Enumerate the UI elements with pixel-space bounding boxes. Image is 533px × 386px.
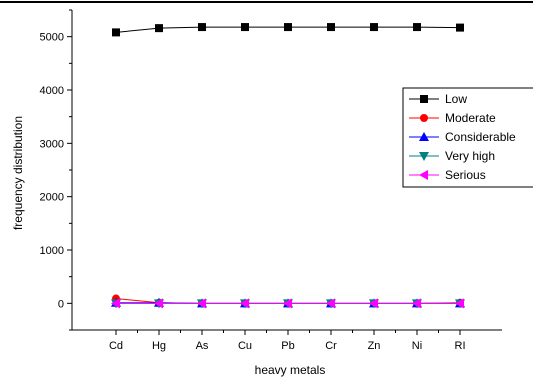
data-point-serious (412, 298, 421, 309)
data-point-serious (455, 298, 464, 309)
data-point-serious (326, 298, 335, 309)
data-point-serious (240, 298, 249, 309)
data-point-low (198, 23, 206, 32)
data-point-serious (197, 298, 206, 309)
legend-label-serious: Serious (445, 168, 486, 182)
data-point-low (456, 23, 464, 32)
data-point-low (327, 23, 335, 32)
data-point-low (413, 23, 421, 32)
y-tick-label: 4000 (40, 85, 64, 97)
data-point-serious (369, 298, 378, 309)
data-point-serious (111, 298, 120, 309)
x-axis-label: heavy metals (255, 363, 326, 377)
x-tick-label: Cu (238, 340, 252, 352)
data-point-low (112, 28, 120, 37)
legend-marker-considerable (419, 132, 429, 141)
y-tick-label: 0 (58, 298, 64, 310)
data-point-serious (283, 298, 292, 309)
x-tick-label: Cr (325, 340, 337, 352)
legend-marker-moderate (420, 114, 428, 122)
legend-label-very-high: Very high (445, 149, 495, 163)
data-point-serious (154, 298, 163, 309)
y-tick-label: 1000 (40, 245, 64, 257)
legend-label-low: Low (445, 92, 467, 106)
legend-label-moderate: Moderate (445, 111, 496, 125)
data-point-low (241, 23, 249, 32)
x-tick-label: Cd (109, 340, 123, 352)
y-tick-label: 2000 (40, 192, 64, 204)
x-tick-label: As (196, 340, 209, 352)
y-tick-label: 5000 (40, 32, 64, 44)
x-tick-label: Hg (152, 340, 166, 352)
x-tick-label: Zn (368, 340, 381, 352)
x-tick-label: Pb (281, 340, 294, 352)
legend-label-considerable: Considerable (445, 130, 516, 144)
data-point-low (284, 23, 292, 32)
data-point-low (370, 23, 378, 32)
legend-marker-serious (419, 170, 428, 180)
legend-marker-low (420, 95, 428, 103)
y-tick-label: 3000 (40, 138, 64, 150)
x-tick-label: Ni (412, 340, 422, 352)
data-point-low (155, 24, 163, 33)
legend-marker-very-high (419, 152, 429, 161)
x-tick-label: RI (455, 340, 466, 352)
y-axis-label: frequency distribution (11, 116, 25, 230)
